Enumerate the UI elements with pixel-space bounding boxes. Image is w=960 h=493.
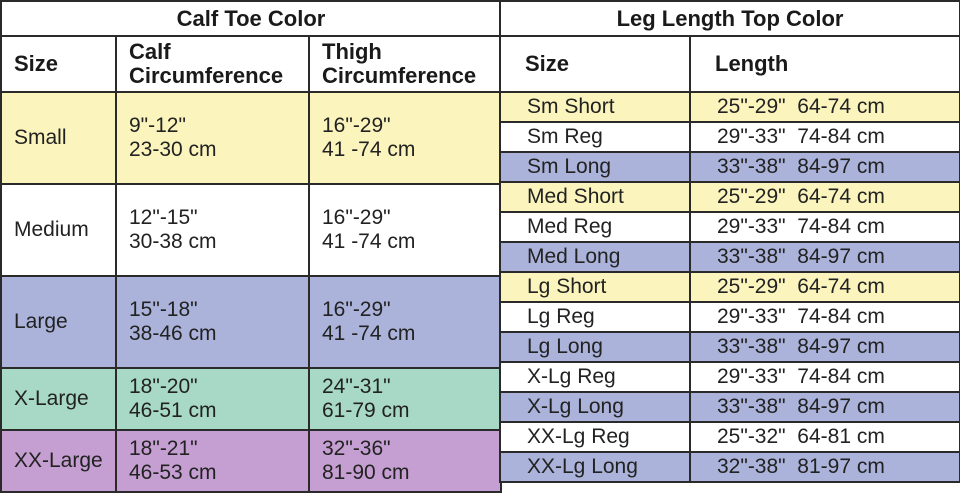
table-row: Sm Long 33"-38" 84-97 cm (499, 151, 960, 183)
thigh-circumference-header: Thigh Circumference (307, 35, 503, 93)
size-cell: XX-Large (0, 429, 117, 493)
calf-cell: 15"-18" 38-46 cm (115, 275, 310, 369)
leg-length-cell: 25"-29" 64-74 cm (688, 271, 960, 303)
leg-size-cell: XX-Lg Long (499, 451, 691, 483)
calf-cm: 46-51 cm (129, 399, 217, 422)
leg-size-cell: Med Long (499, 241, 691, 273)
calf-toe-color-table: Calf Toe Color Size Calf Circumference T… (0, 0, 503, 493)
table-row: Med Long 33"-38" 84-97 cm (499, 241, 960, 273)
calf-inches: 15"-18" (129, 298, 198, 321)
table-row: Lg Long 33"-38" 84-97 cm (499, 331, 960, 363)
leg-length-cell: 29"-33" 74-84 cm (688, 361, 960, 393)
leg-length-cell: 32"-38" 81-97 cm (688, 451, 960, 483)
table-row: X-Lg Long 33"-38" 84-97 cm (499, 391, 960, 423)
thigh-cell: 16"-29" 41 -74 cm (307, 183, 503, 277)
calf-cell: 12"-15" 30-38 cm (115, 183, 310, 277)
thigh-cm: 41 -74 cm (322, 322, 416, 345)
table-row: Med Short 25"-29" 64-74 cm (499, 181, 960, 213)
size-cell: Medium (0, 183, 117, 277)
table-row: Lg Short 25"-29" 64-74 cm (499, 271, 960, 303)
thigh-cm: 41 -74 cm (322, 138, 416, 161)
table-row: X-Large 18"-20" 46-51 cm 24"-31" 61-79 c… (0, 367, 503, 431)
calf-cm: 46-53 cm (129, 461, 217, 484)
table-row: Sm Short 25"-29" 64-74 cm (499, 91, 960, 123)
thigh-cell: 32"-36" 81-90 cm (307, 429, 503, 493)
size-cell: Small (0, 91, 117, 185)
calf-inches: 12"-15" (129, 206, 198, 229)
leg-size-cell: Lg Long (499, 331, 691, 363)
calf-cm: 38-46 cm (129, 322, 217, 345)
thigh-inches: 32"-36" (322, 437, 391, 460)
calf-inches: 9"-12" (129, 114, 186, 137)
leg-length-cell: 33"-38" 84-97 cm (688, 151, 960, 183)
table-row: Large 15"-18" 38-46 cm 16"-29" 41 -74 cm (0, 275, 503, 369)
table-row: Small 9"-12" 23-30 cm 16"-29" 41 -74 cm (0, 91, 503, 185)
length-header: Length (688, 35, 960, 93)
size-cell: X-Large (0, 367, 117, 431)
thigh-cell: 24"-31" 61-79 cm (307, 367, 503, 431)
leg-size-cell: XX-Lg Reg (499, 421, 691, 453)
leg-size-cell: Sm Long (499, 151, 691, 183)
thigh-header-line1: Thigh (322, 39, 382, 64)
leg-length-cell: 33"-38" 84-97 cm (688, 391, 960, 423)
leg-length-cell: 29"-33" 74-84 cm (688, 211, 960, 243)
leg-length-top-color-title: Leg Length Top Color (498, 0, 960, 37)
thigh-cell: 16"-29" 41 -74 cm (307, 91, 503, 185)
table-row: XX-Large 18"-21" 46-53 cm 32"-36" 81-90 … (0, 429, 503, 493)
leg-length-cell: 29"-33" 74-84 cm (688, 121, 960, 153)
leg-size-cell: Lg Reg (499, 301, 691, 333)
leg-size-cell: Med Reg (499, 211, 691, 243)
thigh-header-line2: Circumference (322, 63, 477, 88)
thigh-cm: 81-90 cm (322, 461, 410, 484)
calf-header-line1: Calf (129, 39, 171, 64)
calf-header-line2: Circumference (129, 63, 284, 88)
thigh-cm: 41 -74 cm (322, 230, 416, 253)
size-cell: Large (0, 275, 117, 369)
table-row: Med Reg 29"-33" 74-84 cm (499, 211, 960, 243)
leg-length-cell: 25"-32" 64-81 cm (688, 421, 960, 453)
thigh-inches: 16"-29" (322, 114, 391, 137)
table-row: Lg Reg 29"-33" 74-84 cm (499, 301, 960, 333)
calf-cell: 9"-12" 23-30 cm (115, 91, 310, 185)
leg-length-cell: 33"-38" 84-97 cm (688, 331, 960, 363)
table-row: X-Lg Reg 29"-33" 74-84 cm (499, 361, 960, 393)
table-row: Sm Reg 29"-33" 74-84 cm (499, 121, 960, 153)
calf-inches: 18"-21" (129, 437, 198, 460)
thigh-inches: 16"-29" (322, 298, 391, 321)
thigh-inches: 24"-31" (322, 375, 391, 398)
leg-size-cell: Sm Reg (499, 121, 691, 153)
leg-length-cell: 25"-29" 64-74 cm (688, 91, 960, 123)
calf-circumference-header: Calf Circumference (115, 35, 310, 93)
thigh-cell: 16"-29" 41 -74 cm (307, 275, 503, 369)
right-size-header: Size (499, 35, 691, 93)
leg-size-cell: Sm Short (499, 91, 691, 123)
table-row: XX-Lg Long 32"-38" 81-97 cm (499, 451, 960, 483)
leg-length-cell: 25"-29" 64-74 cm (688, 181, 960, 213)
calf-toe-color-title: Calf Toe Color (0, 0, 503, 37)
calf-cm: 30-38 cm (129, 230, 217, 253)
thigh-cm: 61-79 cm (322, 399, 410, 422)
leg-size-cell: Lg Short (499, 271, 691, 303)
thigh-inches: 16"-29" (322, 206, 391, 229)
calf-cm: 23-30 cm (129, 138, 217, 161)
table-row: XX-Lg Reg 25"-32" 64-81 cm (499, 421, 960, 453)
leg-size-cell: X-Lg Long (499, 391, 691, 423)
table-row: Medium 12"-15" 30-38 cm 16"-29" 41 -74 c… (0, 183, 503, 277)
left-size-header: Size (0, 35, 117, 93)
leg-length-cell: 29"-33" 74-84 cm (688, 301, 960, 333)
leg-size-cell: X-Lg Reg (499, 361, 691, 393)
calf-cell: 18"-21" 46-53 cm (115, 429, 310, 493)
calf-inches: 18"-20" (129, 375, 198, 398)
calf-cell: 18"-20" 46-51 cm (115, 367, 310, 431)
leg-length-cell: 33"-38" 84-97 cm (688, 241, 960, 273)
leg-size-cell: Med Short (499, 181, 691, 213)
leg-length-top-color-table: Leg Length Top Color Size Length Sm Shor… (498, 0, 960, 483)
